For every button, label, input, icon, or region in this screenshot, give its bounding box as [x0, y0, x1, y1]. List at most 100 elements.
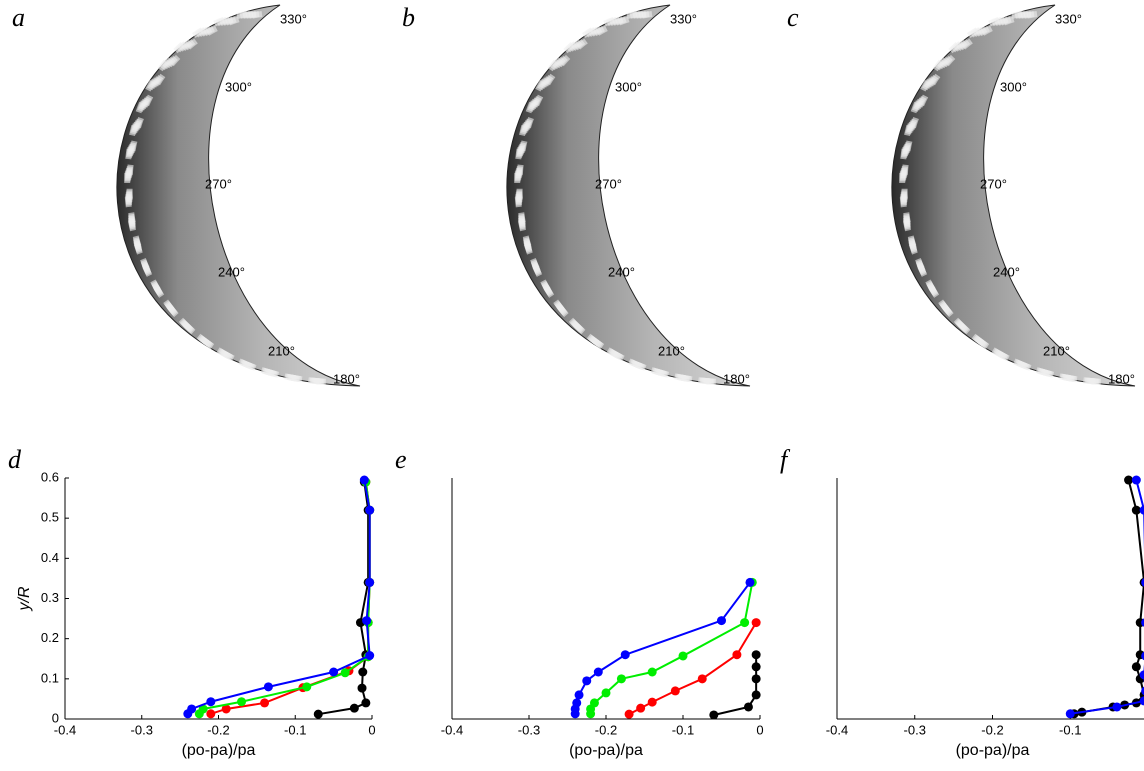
data-point	[717, 616, 726, 626]
x-tick-label: -0.2	[207, 722, 229, 737]
data-point	[751, 690, 761, 700]
crescent-stripe	[899, 11, 1106, 385]
data-point	[1131, 662, 1141, 672]
data-point	[589, 698, 599, 708]
data-point	[263, 682, 273, 692]
data-point	[362, 616, 372, 626]
panel-letter: b	[402, 3, 415, 32]
data-point	[620, 650, 630, 660]
data-point	[365, 651, 375, 661]
series-line	[210, 481, 371, 715]
data-point	[745, 577, 755, 587]
data-point	[313, 709, 323, 719]
x-tick-label: 0	[368, 722, 375, 737]
data-point	[340, 668, 350, 678]
x-tick-label: -0.4	[441, 722, 463, 737]
data-point	[357, 683, 367, 693]
data-point	[574, 690, 584, 700]
x-tick-label: -0.2	[595, 722, 617, 737]
crescent-stripe	[514, 11, 721, 385]
data-point	[221, 704, 231, 714]
angle-label: 240°	[218, 264, 245, 279]
data-point	[358, 667, 368, 677]
y-tick-label: 0.6	[41, 469, 59, 484]
data-point	[302, 682, 312, 692]
x-axis-label: (po-pa)/pa	[569, 742, 643, 759]
data-point	[1131, 475, 1141, 485]
crescent-photo	[506, 4, 751, 387]
data-point	[572, 698, 582, 708]
crescent-photo	[891, 4, 1136, 387]
angle-label: 180°	[1108, 371, 1135, 386]
data-point	[198, 704, 208, 714]
panel-letter: d	[8, 445, 22, 474]
series-line	[1070, 479, 1144, 715]
angle-label: 330°	[280, 11, 307, 26]
crescent-stripe	[901, 11, 1106, 385]
angle-label: 330°	[670, 11, 697, 26]
data-point	[670, 686, 680, 696]
x-tick-label: -0.1	[284, 722, 306, 737]
data-point	[593, 667, 603, 677]
data-point	[678, 651, 688, 661]
data-point	[1139, 670, 1144, 680]
data-point	[616, 674, 626, 684]
x-tick-label: 0	[756, 722, 763, 737]
angle-label: 300°	[1000, 79, 1027, 94]
data-point	[329, 667, 339, 677]
data-point	[206, 697, 216, 707]
data-point	[1139, 696, 1144, 706]
data-point	[751, 662, 761, 672]
angle-label: 300°	[225, 79, 252, 94]
angle-label: 240°	[993, 264, 1020, 279]
x-tick-label: -0.4	[826, 722, 848, 737]
crescent-stripe	[516, 11, 721, 385]
panel-letter: e	[395, 445, 407, 474]
crescent-stripe	[516, 11, 721, 385]
y-tick-label: 0.3	[41, 590, 59, 605]
data-point	[361, 698, 371, 708]
data-point	[624, 709, 634, 719]
crescent-stripe	[126, 11, 331, 385]
crescent-stripe	[126, 11, 331, 385]
angle-label: 180°	[723, 371, 750, 386]
data-point	[743, 702, 753, 712]
data-point	[636, 703, 646, 713]
x-axis-label: (po-pa)/pa	[182, 742, 256, 759]
data-point	[1131, 505, 1141, 515]
data-point	[751, 618, 761, 628]
data-point	[1141, 686, 1144, 696]
angle-label: 270°	[980, 176, 1007, 191]
y-tick-label: 0	[52, 710, 59, 725]
x-tick-label: -0.3	[131, 722, 153, 737]
data-point	[1141, 651, 1144, 661]
data-point	[582, 676, 592, 686]
data-point	[697, 674, 707, 684]
data-point	[1139, 505, 1144, 515]
crescent-photo	[116, 4, 361, 387]
data-point	[237, 697, 247, 707]
angle-label: 240°	[608, 264, 635, 279]
x-tick-label: -0.4	[54, 722, 76, 737]
data-point	[1141, 578, 1144, 587]
y-tick-label: 0.5	[41, 510, 59, 525]
x-tick-label: -0.1	[1059, 722, 1081, 737]
data-point	[1124, 475, 1134, 485]
y-tick-label: 0.4	[41, 550, 59, 565]
crescent-stripe	[901, 11, 1106, 385]
series-line	[574, 581, 751, 714]
y-axis-label: y/R	[16, 586, 33, 611]
data-point	[349, 703, 359, 713]
x-tick-label: -0.3	[518, 722, 540, 737]
angle-label: 300°	[615, 79, 642, 94]
y-tick-label: 0.2	[41, 630, 59, 645]
data-point	[1141, 618, 1144, 627]
angle-label: 270°	[205, 176, 232, 191]
angle-label: 210°	[1043, 343, 1070, 358]
x-tick-label: -0.2	[981, 722, 1003, 737]
data-point	[365, 505, 375, 515]
x-tick-label: -0.1	[672, 722, 694, 737]
data-point	[732, 650, 742, 660]
